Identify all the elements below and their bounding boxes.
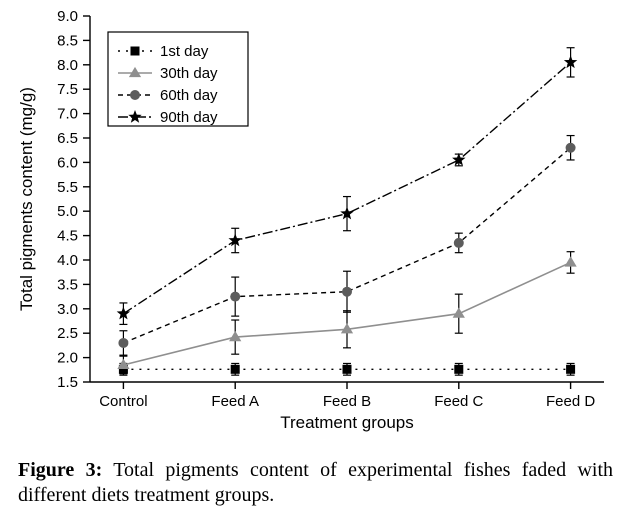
caption-text: Total pigments content of experimental f… <box>18 459 613 506</box>
svg-text:3.0: 3.0 <box>57 301 78 318</box>
svg-text:5.5: 5.5 <box>57 179 78 196</box>
svg-text:4.0: 4.0 <box>57 252 78 269</box>
svg-text:Control: Control <box>99 393 147 410</box>
svg-text:30th day: 30th day <box>160 65 218 82</box>
svg-text:5.0: 5.0 <box>57 203 78 220</box>
svg-text:Feed B: Feed B <box>323 393 371 410</box>
svg-text:Feed C: Feed C <box>434 393 483 410</box>
svg-text:2.0: 2.0 <box>57 350 78 367</box>
svg-text:2.5: 2.5 <box>57 325 78 342</box>
caption-label: Figure 3: <box>18 459 102 481</box>
svg-text:1.5: 1.5 <box>57 374 78 391</box>
svg-text:6.0: 6.0 <box>57 154 78 171</box>
svg-text:6.5: 6.5 <box>57 130 78 147</box>
svg-text:3.5: 3.5 <box>57 276 78 293</box>
svg-text:60th day: 60th day <box>160 87 218 104</box>
svg-text:Treatment groups: Treatment groups <box>280 413 414 432</box>
svg-text:7.5: 7.5 <box>57 81 78 98</box>
figure-container: { "chart": { "type": "line-with-markers"… <box>0 0 631 522</box>
svg-text:Total pigments content (mg/g): Total pigments content (mg/g) <box>17 87 36 311</box>
svg-text:90th day: 90th day <box>160 109 218 126</box>
svg-text:Feed D: Feed D <box>546 393 595 410</box>
figure-caption: Figure 3: Total pigments content of expe… <box>18 458 613 508</box>
svg-text:8.0: 8.0 <box>57 57 78 74</box>
svg-text:Feed A: Feed A <box>211 393 259 410</box>
svg-text:1st day: 1st day <box>160 43 209 60</box>
svg-text:9.0: 9.0 <box>57 8 78 25</box>
svg-text:4.5: 4.5 <box>57 228 78 245</box>
svg-text:7.0: 7.0 <box>57 106 78 123</box>
svg-text:8.5: 8.5 <box>57 32 78 49</box>
pigments-chart: 1.5 2.0 2.5 3.0 3.5 4.0 4.5 5.0 5.5 6.0 6.5 7.0 7.5 8… <box>0 0 631 450</box>
